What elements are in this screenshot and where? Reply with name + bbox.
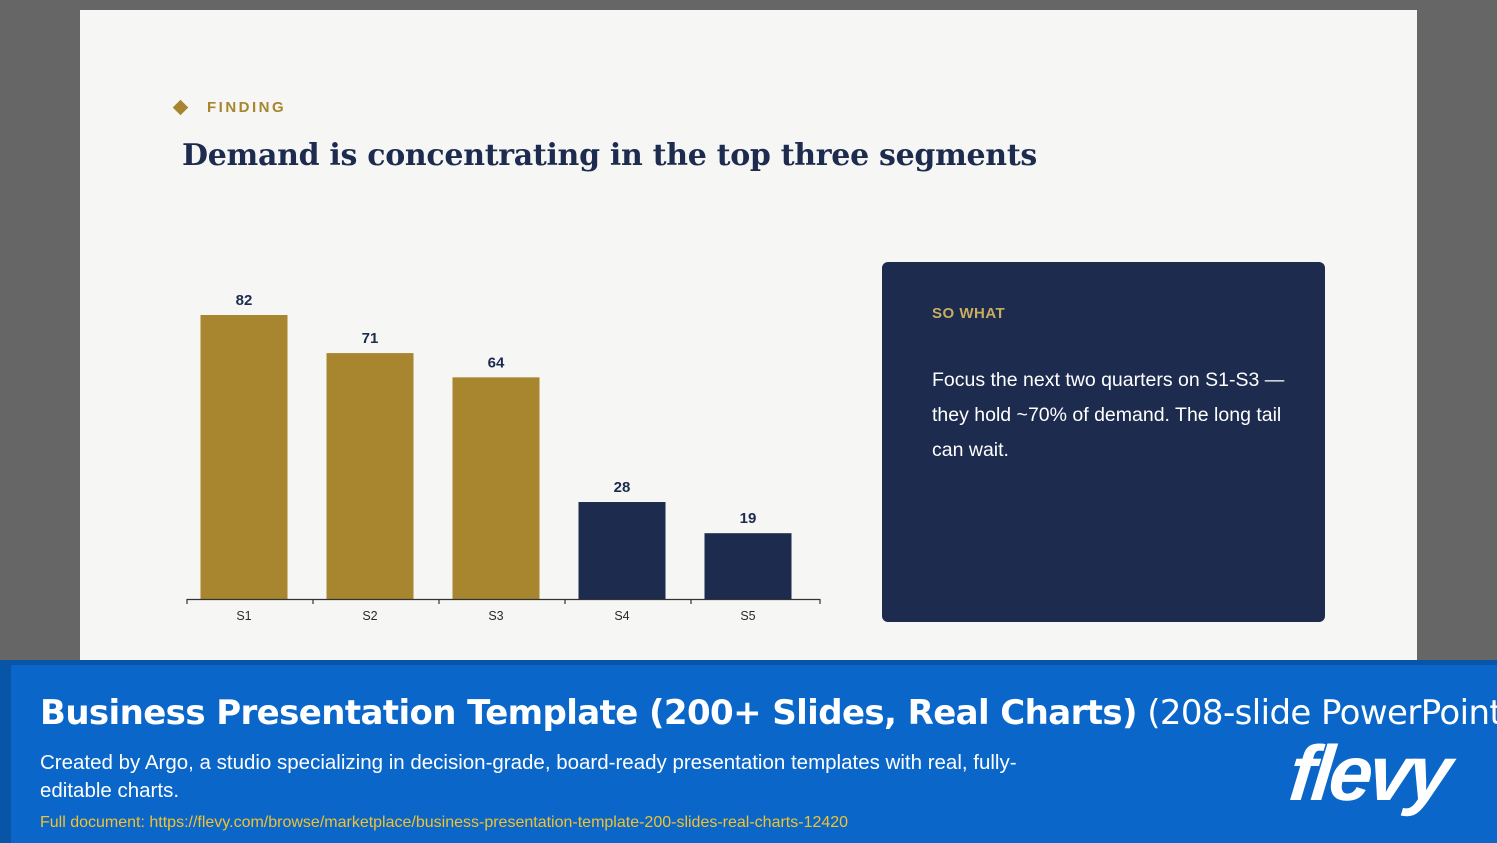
banner-title-sub: (208-slide PowerPoint)	[1147, 693, 1497, 733]
data-label-s2: 71	[362, 330, 379, 347]
banner-edge	[0, 665, 11, 843]
slide-title: Demand is concentrating in the top three…	[182, 138, 1037, 173]
data-label-s1: 82	[236, 292, 253, 309]
bar-s2	[326, 353, 414, 599]
data-label-s4: 28	[614, 479, 631, 496]
flevy-logo[interactable]: flevy	[1285, 729, 1453, 817]
so-what-callout: SO WHAT Focus the next two quarters on S…	[882, 262, 1325, 622]
banner-description: Created by Argo, a studio specializing i…	[40, 751, 1017, 802]
bar-chart: 82 S1 71 S2 64 S3 28 S4 19 S5	[186, 292, 821, 623]
tick-label-s5: S5	[740, 609, 755, 623]
tick-label-s3: S3	[488, 609, 503, 623]
document-link[interactable]: Full document: https://flevy.com/browse/…	[40, 814, 849, 831]
finding-eyebrow: FINDING	[172, 97, 286, 117]
banner-title: Business Presentation Template (200+ Sli…	[40, 693, 1497, 733]
slide: FINDING Demand is concentrating in the t…	[80, 10, 1417, 670]
data-label-s5: 19	[740, 510, 757, 527]
tick-label-s4: S4	[614, 609, 629, 623]
callout-text: Focus the next two quarters on S1-S3 — t…	[932, 369, 1285, 461]
bar-s1	[200, 315, 288, 599]
diamond-icon	[172, 99, 189, 115]
tick-label-s1: S1	[236, 609, 251, 623]
banner-title-main: Business Presentation Template (200+ Sli…	[40, 693, 1138, 733]
bar-s4	[578, 502, 666, 599]
bar-s3	[452, 377, 540, 599]
footer-banner: Business Presentation Template (200+ Sli…	[0, 660, 1497, 843]
data-label-s3: 64	[488, 354, 505, 371]
callout-label: SO WHAT	[932, 305, 1006, 322]
bar-s5	[704, 533, 792, 599]
tick-label-s2: S2	[362, 609, 377, 623]
eyebrow-label: FINDING	[207, 98, 287, 116]
